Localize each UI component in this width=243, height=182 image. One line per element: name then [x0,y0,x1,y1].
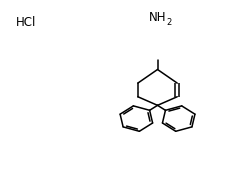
Text: NH: NH [149,11,167,24]
Text: 2: 2 [167,18,172,27]
Text: HCl: HCl [16,16,36,29]
